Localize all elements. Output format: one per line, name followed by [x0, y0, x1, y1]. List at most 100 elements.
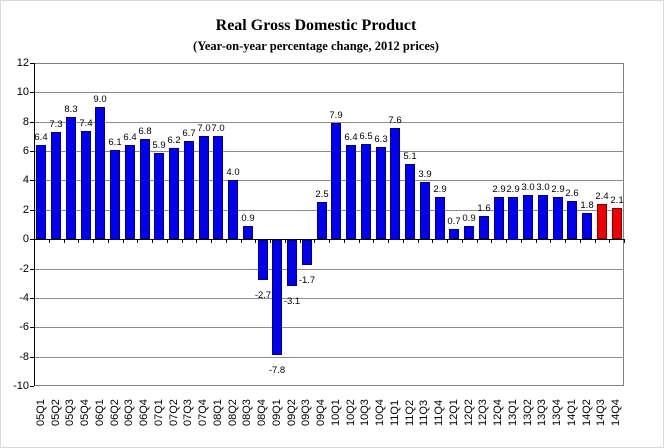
x-axis-tick-label: 12Q1	[448, 399, 460, 426]
bar	[243, 226, 253, 239]
category-tick	[580, 239, 581, 243]
x-axis-tick-label: 05Q4	[79, 399, 91, 426]
bar	[405, 164, 415, 239]
x-axis-tick-label: 09Q1	[271, 399, 283, 426]
x-axis-tick-label: 09Q4	[315, 399, 327, 426]
category-tick	[255, 239, 256, 243]
x-axis-tick-label: 05Q3	[64, 399, 76, 426]
category-tick	[78, 239, 79, 243]
category-tick	[226, 239, 227, 243]
bar-value-label: 7.3	[49, 119, 63, 130]
y-axis-tick-label: 8	[22, 116, 29, 128]
bar-value-label: 6.5	[359, 131, 373, 142]
bar	[449, 229, 459, 239]
x-axis-tick-label: 06Q2	[109, 399, 121, 426]
bar-value-label: 2.1	[610, 195, 624, 206]
bar-value-label: 6.8	[138, 126, 152, 137]
x-axis-tick-label: 12Q2	[463, 399, 475, 426]
bar-value-label: 2.9	[492, 184, 506, 195]
bar-value-label: 4.0	[226, 167, 240, 178]
category-tick	[491, 239, 492, 243]
bar-value-label: 7.9	[329, 110, 343, 121]
x-axis-tick-label: 06Q4	[138, 399, 150, 426]
x-axis-tick-label: 07Q2	[168, 399, 180, 426]
bar	[494, 197, 504, 240]
bar-value-label: 9.0	[93, 94, 107, 105]
h-gridline	[34, 298, 624, 299]
y-axis-tick	[30, 92, 34, 93]
bar-value-label: 7.0	[211, 123, 225, 134]
category-tick	[270, 239, 271, 243]
bar-value-label: -3.1	[283, 296, 301, 307]
y-axis-tick-label: 12	[16, 57, 29, 69]
category-tick	[536, 239, 537, 243]
category-tick	[93, 239, 94, 243]
y-axis-tick-label: -2	[19, 263, 29, 275]
bar	[199, 136, 209, 239]
x-axis-tick-label: 10Q1	[330, 399, 342, 426]
h-gridline	[34, 357, 624, 358]
category-tick	[123, 239, 124, 243]
category-tick	[108, 239, 109, 243]
x-axis-tick-label: 10Q3	[359, 399, 371, 426]
y-axis-tick-label: -8	[19, 351, 29, 363]
bar-value-label: 7.6	[388, 115, 402, 126]
y-axis-tick	[30, 239, 34, 240]
category-tick	[359, 239, 360, 243]
bar-value-label: 0.9	[462, 213, 476, 224]
chart-title: Real Gross Domestic Product	[215, 17, 417, 34]
bar-value-label: 6.3	[374, 134, 388, 145]
x-axis-tick-label: 08Q2	[227, 399, 239, 426]
bar-value-label: 0.9	[241, 213, 255, 224]
bar	[51, 132, 61, 239]
bar-value-label: 6.2	[167, 135, 181, 146]
bar	[464, 226, 474, 239]
bar-value-label: 1.8	[580, 200, 594, 211]
bar-value-label: 7.0	[197, 123, 211, 134]
category-tick	[447, 239, 448, 243]
x-axis-tick-label: 12Q4	[492, 399, 504, 426]
h-gridline	[34, 327, 624, 328]
x-axis-tick-label: 13Q1	[507, 399, 519, 426]
y-axis-tick-label: 6	[22, 145, 29, 157]
bar-value-label: -1.7	[298, 275, 316, 286]
y-axis-tick	[30, 122, 34, 123]
x-axis-tick-label: 12Q3	[477, 399, 489, 426]
category-tick	[196, 239, 197, 243]
bar	[331, 123, 341, 239]
y-axis-tick-label: -10	[13, 380, 29, 392]
x-axis-tick-label: 06Q1	[94, 399, 106, 426]
y-axis-tick-label: -4	[19, 292, 29, 304]
bar	[479, 216, 489, 239]
y-axis-tick	[30, 210, 34, 211]
bar-highlighted	[612, 208, 622, 239]
bar	[508, 197, 518, 240]
category-tick	[152, 239, 153, 243]
bar-value-label: 3.0	[536, 182, 550, 193]
x-axis-tick-label: 05Q1	[35, 399, 47, 426]
category-tick	[418, 239, 419, 243]
bar-value-label: 1.6	[477, 203, 491, 214]
x-axis-tick-label: 14Q1	[566, 399, 578, 426]
x-axis-tick-label: 08Q1	[212, 399, 224, 426]
bar-value-label: 2.9	[551, 184, 565, 195]
y-axis-line	[34, 63, 35, 386]
category-tick	[300, 239, 301, 243]
category-tick	[344, 239, 345, 243]
h-gridline	[34, 210, 624, 211]
h-gridline	[34, 180, 624, 181]
bar	[582, 213, 592, 239]
y-axis-tick	[30, 180, 34, 181]
h-gridline	[34, 269, 624, 270]
y-axis-tick-label: 4	[22, 174, 29, 186]
bar	[81, 131, 91, 240]
bar-highlighted	[597, 204, 607, 239]
x-axis-tick-label: 05Q2	[50, 399, 62, 426]
bar	[287, 240, 297, 286]
bar	[228, 180, 238, 239]
bar-value-label: 7.4	[79, 118, 93, 129]
category-tick	[609, 239, 610, 243]
y-axis-tick	[30, 151, 34, 152]
y-axis-tick	[30, 386, 34, 387]
